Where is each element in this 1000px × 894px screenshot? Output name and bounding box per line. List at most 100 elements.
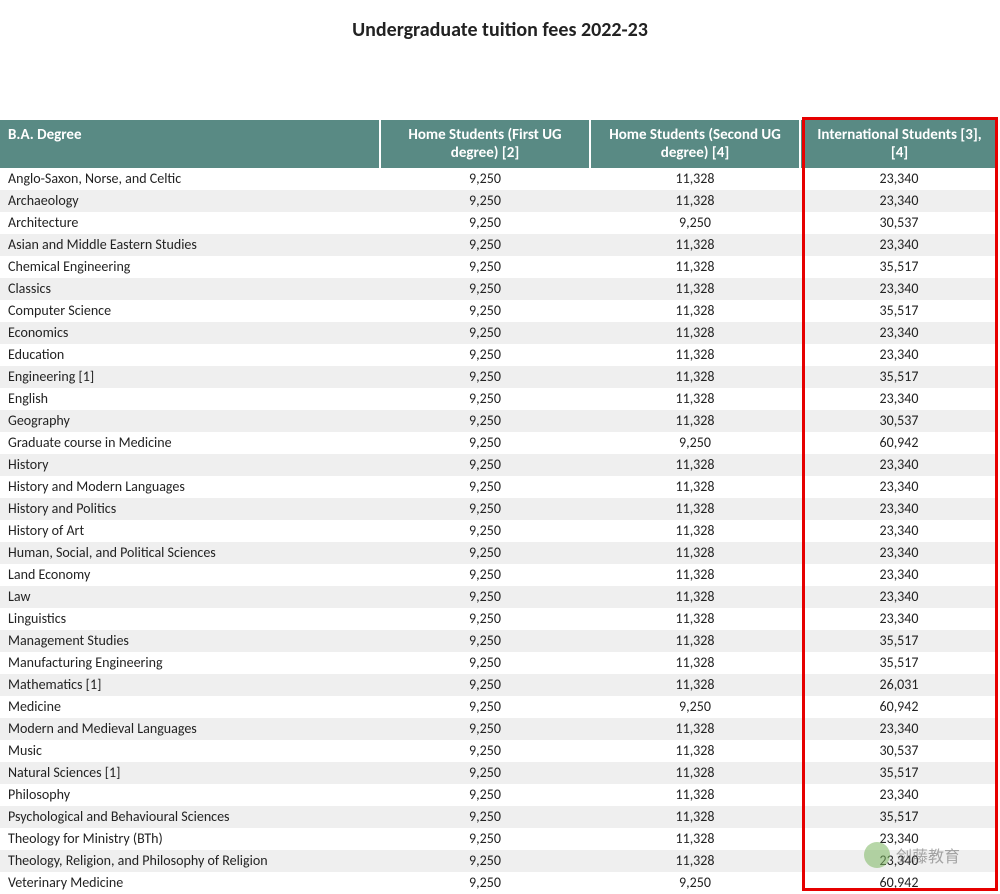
- table-row: History and Politics9,25011,32823,340: [0, 498, 998, 520]
- cell-international: 35,517: [800, 300, 998, 322]
- table-row: Natural Sciences [1]9,25011,32835,517: [0, 762, 998, 784]
- cell-home-first: 9,250: [380, 212, 590, 234]
- cell-degree: Graduate course in Medicine: [0, 432, 380, 454]
- table-row: Economics9,25011,32823,340: [0, 322, 998, 344]
- cell-international: 23,340: [800, 168, 998, 190]
- cell-home-second: 11,328: [590, 564, 800, 586]
- cell-home-second: 11,328: [590, 718, 800, 740]
- table-row: Theology, Religion, and Philosophy of Re…: [0, 850, 998, 872]
- cell-home-second: 11,328: [590, 300, 800, 322]
- cell-international: 23,340: [800, 542, 998, 564]
- cell-home-second: 9,250: [590, 432, 800, 454]
- cell-home-first: 9,250: [380, 520, 590, 542]
- table-row: Law9,25011,32823,340: [0, 586, 998, 608]
- cell-international: 35,517: [800, 630, 998, 652]
- cell-degree: Law: [0, 586, 380, 608]
- cell-international: 23,340: [800, 190, 998, 212]
- table-row: Education9,25011,32823,340: [0, 344, 998, 366]
- cell-degree: Archaeology: [0, 190, 380, 212]
- cell-home-second: 11,328: [590, 586, 800, 608]
- tuition-table: B.A. Degree Home Students (First UG degr…: [0, 120, 998, 894]
- cell-degree: History and Politics: [0, 498, 380, 520]
- cell-home-first: 9,250: [380, 784, 590, 806]
- cell-degree: Economics: [0, 322, 380, 344]
- cell-international: 23,340: [800, 476, 998, 498]
- cell-home-first: 9,250: [380, 168, 590, 190]
- cell-degree: Manufacturing Engineering: [0, 652, 380, 674]
- cell-degree: Philosophy: [0, 784, 380, 806]
- cell-home-second: 9,250: [590, 212, 800, 234]
- cell-home-first: 9,250: [380, 740, 590, 762]
- cell-international: 23,340: [800, 520, 998, 542]
- cell-home-first: 9,250: [380, 322, 590, 344]
- cell-home-first: 9,250: [380, 762, 590, 784]
- cell-home-first: 9,250: [380, 366, 590, 388]
- col-header-international: International Students [3], [4]: [800, 120, 998, 168]
- cell-degree: Music: [0, 740, 380, 762]
- table-row: Land Economy9,25011,32823,340: [0, 564, 998, 586]
- cell-home-second: 9,250: [590, 872, 800, 894]
- cell-home-second: 11,328: [590, 344, 800, 366]
- table-row: Archaeology9,25011,32823,340: [0, 190, 998, 212]
- cell-international: 60,942: [800, 872, 998, 894]
- cell-home-first: 9,250: [380, 410, 590, 432]
- table-row: Linguistics9,25011,32823,340: [0, 608, 998, 630]
- cell-degree: Asian and Middle Eastern Studies: [0, 234, 380, 256]
- cell-home-first: 9,250: [380, 652, 590, 674]
- cell-home-second: 11,328: [590, 498, 800, 520]
- cell-home-second: 11,328: [590, 234, 800, 256]
- cell-degree: Education: [0, 344, 380, 366]
- cell-international: 23,340: [800, 344, 998, 366]
- cell-home-second: 11,328: [590, 256, 800, 278]
- cell-international: 23,340: [800, 388, 998, 410]
- cell-degree: Engineering [1]: [0, 366, 380, 388]
- cell-degree: Land Economy: [0, 564, 380, 586]
- cell-international: 23,340: [800, 322, 998, 344]
- cell-home-second: 11,328: [590, 454, 800, 476]
- table-row: Anglo-Saxon, Norse, and Celtic9,25011,32…: [0, 168, 998, 190]
- cell-home-first: 9,250: [380, 432, 590, 454]
- table-row: Geography9,25011,32830,537: [0, 410, 998, 432]
- cell-international: 60,942: [800, 432, 998, 454]
- cell-home-first: 9,250: [380, 300, 590, 322]
- table-row: Computer Science9,25011,32835,517: [0, 300, 998, 322]
- cell-home-second: 11,328: [590, 608, 800, 630]
- cell-home-second: 11,328: [590, 762, 800, 784]
- cell-international: 23,340: [800, 850, 998, 872]
- cell-home-first: 9,250: [380, 850, 590, 872]
- cell-home-first: 9,250: [380, 476, 590, 498]
- cell-international: 35,517: [800, 256, 998, 278]
- cell-home-second: 11,328: [590, 784, 800, 806]
- cell-home-second: 11,328: [590, 740, 800, 762]
- col-header-home-first: Home Students (First UG degree) [2]: [380, 120, 590, 168]
- table-row: Asian and Middle Eastern Studies9,25011,…: [0, 234, 998, 256]
- cell-degree: Modern and Medieval Languages: [0, 718, 380, 740]
- cell-home-second: 11,328: [590, 476, 800, 498]
- table-row: History and Modern Languages9,25011,3282…: [0, 476, 998, 498]
- table-row: Veterinary Medicine9,2509,25060,942: [0, 872, 998, 894]
- cell-home-second: 11,328: [590, 674, 800, 696]
- cell-degree: History and Modern Languages: [0, 476, 380, 498]
- col-header-home-second: Home Students (Second UG degree) [4]: [590, 120, 800, 168]
- cell-international: 23,340: [800, 718, 998, 740]
- table-row: Modern and Medieval Languages9,25011,328…: [0, 718, 998, 740]
- cell-home-first: 9,250: [380, 542, 590, 564]
- cell-degree: Mathematics [1]: [0, 674, 380, 696]
- cell-home-first: 9,250: [380, 608, 590, 630]
- table-row: Mathematics [1]9,25011,32826,031: [0, 674, 998, 696]
- cell-international: 23,340: [800, 608, 998, 630]
- cell-home-second: 11,328: [590, 652, 800, 674]
- cell-degree: History: [0, 454, 380, 476]
- table-row: Medicine9,2509,25060,942: [0, 696, 998, 718]
- table-row: Music9,25011,32830,537: [0, 740, 998, 762]
- cell-degree: Geography: [0, 410, 380, 432]
- table-row: Engineering [1]9,25011,32835,517: [0, 366, 998, 388]
- cell-international: 23,340: [800, 278, 998, 300]
- cell-home-second: 11,328: [590, 520, 800, 542]
- table-row: Chemical Engineering9,25011,32835,517: [0, 256, 998, 278]
- cell-home-first: 9,250: [380, 564, 590, 586]
- cell-degree: Anglo-Saxon, Norse, and Celtic: [0, 168, 380, 190]
- cell-home-second: 11,328: [590, 278, 800, 300]
- cell-home-second: 11,328: [590, 828, 800, 850]
- cell-home-first: 9,250: [380, 806, 590, 828]
